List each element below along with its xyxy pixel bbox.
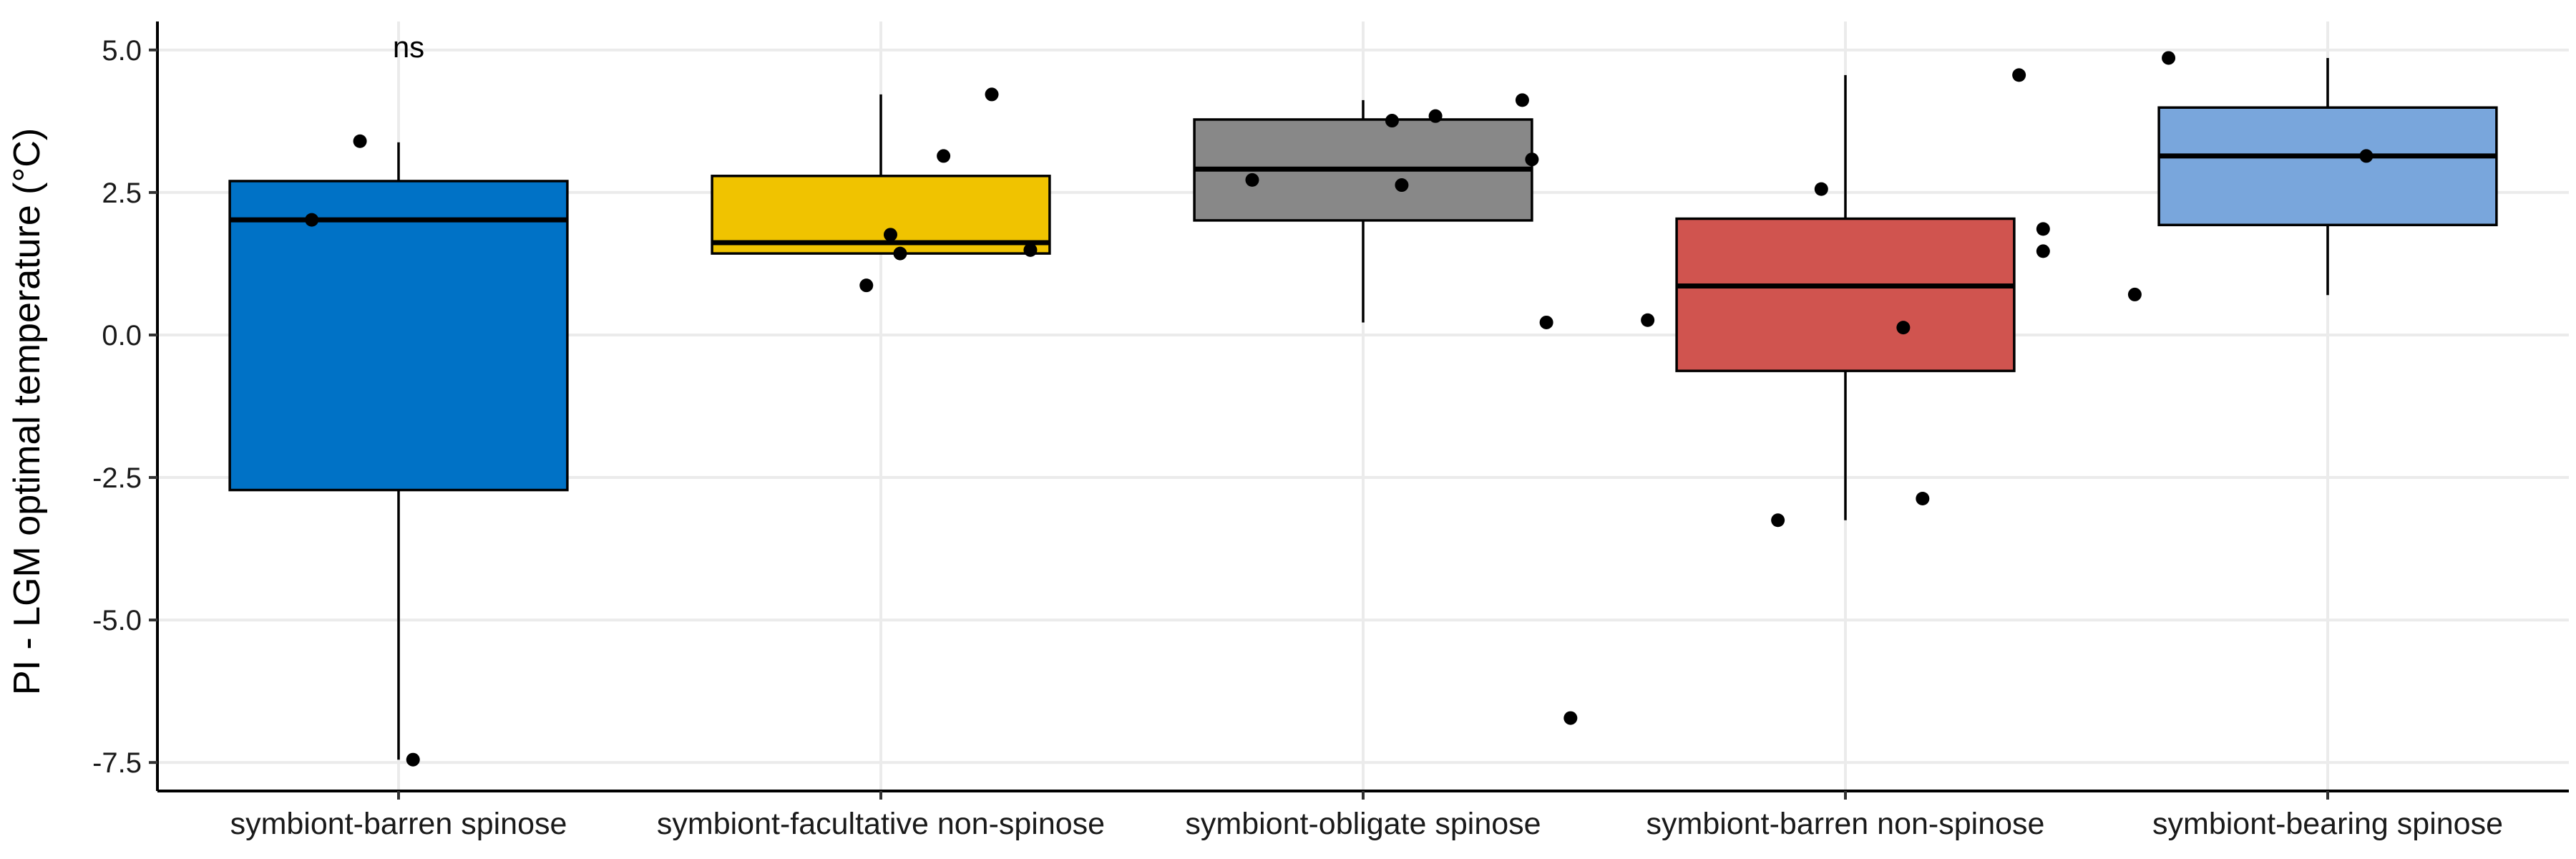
y-tick-label: 5.0: [102, 35, 142, 67]
data-point: [883, 228, 897, 242]
data-point: [1771, 513, 1785, 528]
data-point: [1814, 182, 1828, 196]
box-1: [228, 142, 569, 760]
data-point: [937, 149, 951, 163]
data-point: [1539, 315, 1553, 329]
data-point: [1395, 178, 1409, 193]
x-category-label: symbiont-bearing spinose: [2152, 807, 2503, 841]
x-category-label: symbiont-barren spinose: [230, 807, 567, 841]
data-point: [1385, 114, 1399, 128]
data-point: [2036, 222, 2050, 236]
significance-annotation: ns: [393, 30, 424, 64]
box-3: [1193, 100, 1533, 323]
box-iqr: [1675, 217, 2016, 372]
data-point: [1916, 492, 1930, 505]
data-points: [305, 51, 2373, 767]
data-point: [1525, 152, 1539, 167]
box-series: [228, 57, 2498, 760]
y-axis-title: PI - LGM optimal temperature (°C): [6, 128, 48, 695]
x-category-label: symbiont-facultative non-spinose: [657, 807, 1105, 841]
data-point: [2036, 244, 2050, 258]
data-point: [2127, 287, 2142, 301]
data-point: [1023, 243, 1038, 257]
y-tick-label: -5.0: [92, 605, 142, 636]
data-point: [406, 752, 420, 767]
box-4: [1675, 74, 2016, 520]
y-tick-labels: 5.0 2.5 0.0 -2.5 -5.0 -7.5: [92, 35, 142, 779]
y-tick-label: 0.0: [102, 320, 142, 351]
data-point: [859, 278, 874, 293]
y-tick-label: 2.5: [102, 178, 142, 209]
data-point: [353, 134, 367, 148]
x-category-labels: symbiont-barren spinose symbiont-facultat…: [230, 807, 2503, 841]
box-2: [711, 94, 1051, 255]
axes: [149, 21, 2569, 800]
data-point: [1641, 313, 1655, 327]
box-iqr: [2157, 106, 2498, 227]
data-point: [1428, 109, 1443, 123]
x-category-label: symbiont-barren non-spinose: [1646, 807, 2045, 841]
data-point: [985, 87, 999, 102]
box-iqr: [228, 180, 569, 492]
data-point: [1515, 93, 1529, 107]
data-point: [305, 213, 319, 227]
y-tick-label: -2.5: [92, 462, 142, 494]
data-point: [1245, 173, 1259, 187]
data-point: [1563, 711, 1578, 725]
box-5: [2157, 57, 2498, 296]
data-point: [2359, 149, 2373, 163]
data-point: [893, 246, 907, 261]
data-point: [2012, 68, 2026, 82]
x-category-label: symbiont-obligate spinose: [1185, 807, 1541, 841]
y-tick-label: -7.5: [92, 747, 142, 779]
data-point: [2162, 51, 2176, 65]
data-point: [1896, 321, 1911, 335]
